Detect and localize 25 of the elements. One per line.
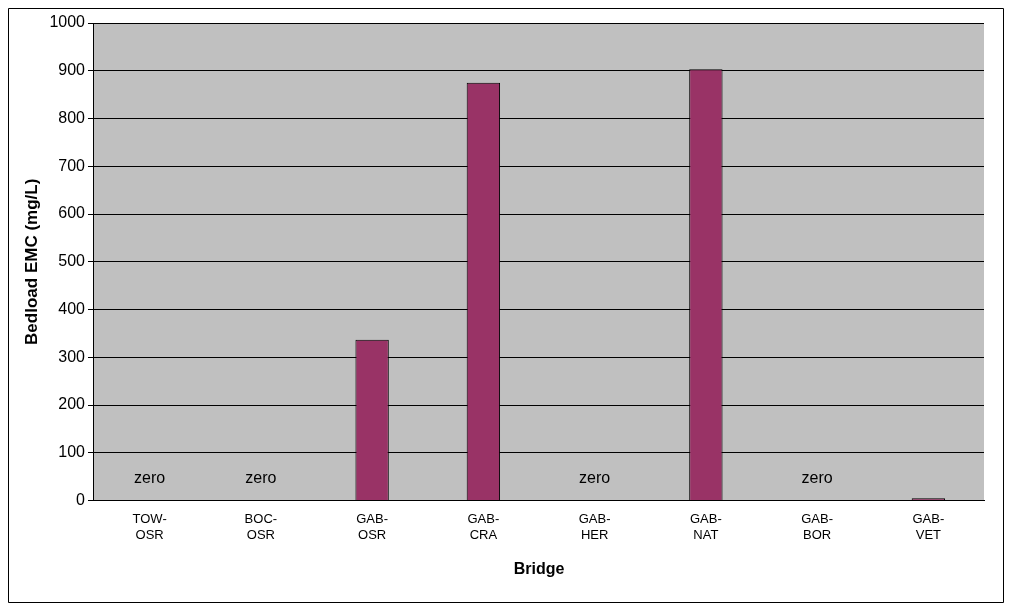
y-tick-label: 300 bbox=[58, 347, 86, 365]
y-tick-label: 0 bbox=[76, 491, 86, 509]
y-tick-label: 700 bbox=[58, 156, 86, 174]
x-tick-label: GAB-OSR bbox=[356, 510, 389, 542]
x-tick-label: GAB-CRA bbox=[467, 510, 500, 542]
x-tick-label: GAB-BOR bbox=[801, 510, 834, 542]
x-tick-label: BOC-OSR bbox=[244, 510, 278, 542]
annotation: zero bbox=[801, 469, 833, 487]
y-axis-title: Bedload EMC (mg/L) bbox=[21, 178, 41, 345]
x-tick-label: GAB-HER bbox=[578, 510, 611, 542]
y-tick-label: 600 bbox=[58, 204, 86, 222]
x-axis-title: Bridge bbox=[513, 559, 565, 577]
x-tick-label: GAB-VET bbox=[912, 510, 945, 542]
y-tick-label: 100 bbox=[58, 443, 86, 461]
y-tick-label: 900 bbox=[58, 61, 86, 79]
y-tick-label: 400 bbox=[58, 299, 86, 317]
annotation: zero bbox=[134, 469, 166, 487]
y-tick-label: 800 bbox=[58, 108, 86, 126]
x-tick-label: TOW-OSR bbox=[132, 510, 167, 542]
annotation: zero bbox=[245, 469, 277, 487]
y-tick-label: 200 bbox=[58, 395, 86, 413]
y-tick-label: 500 bbox=[58, 252, 86, 270]
y-tick-label: 1000 bbox=[49, 13, 86, 31]
annotation: zero bbox=[579, 469, 611, 487]
x-tick-label: GAB-NAT bbox=[689, 510, 722, 542]
